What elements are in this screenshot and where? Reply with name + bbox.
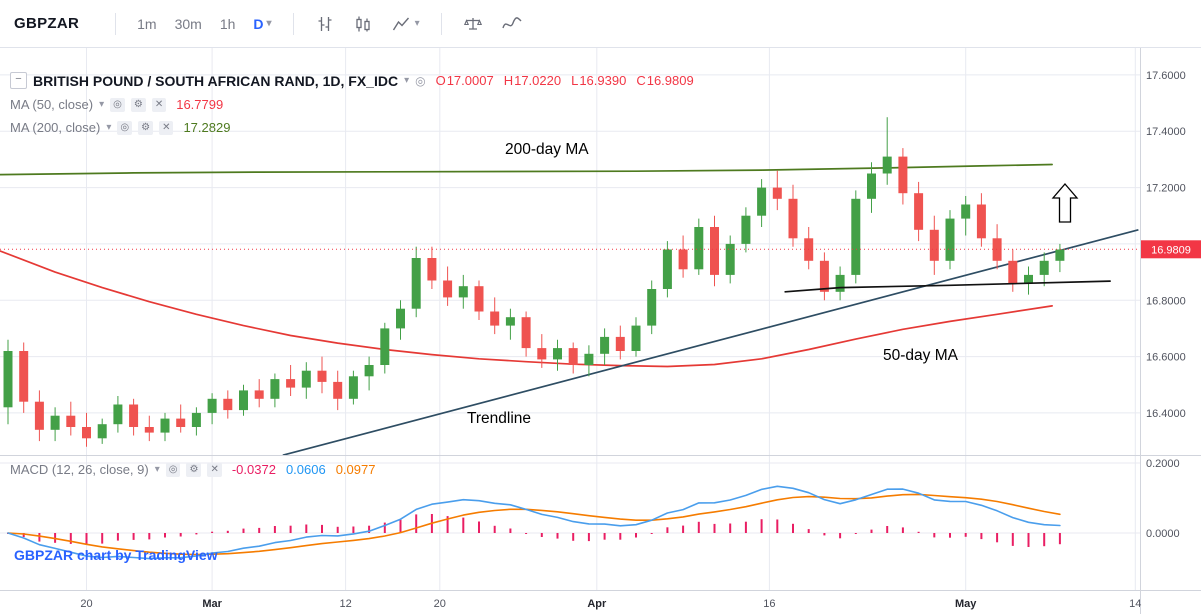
svg-text:12: 12	[339, 598, 351, 610]
remove-icon[interactable]: ✕	[151, 97, 167, 112]
interval-1h-label: 1h	[219, 15, 236, 32]
chevron-down-icon[interactable]: ▾	[106, 122, 112, 133]
trendline-annotation-label[interactable]: Trendline	[467, 410, 532, 427]
settings-icon[interactable]: ⚙	[130, 97, 146, 112]
line-tool-button[interactable]	[492, 11, 532, 37]
svg-text:17.2000: 17.2000	[1146, 183, 1186, 195]
open-label: O	[435, 73, 446, 88]
chart-title[interactable]: BRITISH POUND / SOUTH AFRICAN RAND, 1D, …	[33, 72, 399, 89]
ma200-legend-row: MA (200, close) ▾ ◎ ⚙ ✕ 17.2829	[10, 117, 704, 138]
price-chart-svg[interactable]: 16.4000 16.6000 16.8000 17.2000 17.4000 17.60…	[0, 47, 1201, 614]
collapse-pane-icon[interactable]: −	[10, 72, 27, 89]
curve-line-icon	[501, 16, 522, 28]
close-value: 16.9809	[646, 73, 694, 88]
up-arrow-annotation[interactable]	[1051, 183, 1079, 228]
svg-text:16.8000: 16.8000	[1146, 295, 1186, 307]
macd-legend: MACD (12, 26, close, 9) ▾ ◎ ⚙ ✕ -0.0372 …	[10, 459, 375, 482]
svg-text:20: 20	[80, 598, 92, 610]
interval-1d-label: D	[253, 15, 264, 32]
chevron-down-icon: ▾	[266, 18, 272, 29]
grid-layer	[0, 48, 1140, 590]
interval-1h-button[interactable]: 1h	[211, 12, 245, 36]
time-axis[interactable]: 20 Mar 12 20 Apr 16 May 14	[80, 598, 1141, 610]
ma200-label[interactable]: MA (200, close)	[10, 120, 101, 135]
chevron-down-icon[interactable]: ▾	[99, 99, 105, 110]
interval-1m-label: 1m	[137, 15, 157, 32]
toolbar-separator	[440, 12, 442, 35]
interval-1d-button[interactable]: D ▾	[244, 12, 280, 36]
high-value: 17.0220	[514, 73, 562, 88]
up-arrow-icon	[1051, 183, 1079, 223]
bars-style-button[interactable]	[306, 11, 344, 37]
interval-30m-label: 30m	[174, 15, 202, 32]
compare-button[interactable]	[454, 11, 492, 37]
svg-text:0.2000: 0.2000	[1146, 458, 1180, 470]
ma200-annotation-label[interactable]: 200-day MA	[505, 141, 589, 158]
chart-canvas[interactable]: 16.4000 16.6000 16.8000 17.2000 17.4000 17.60…	[0, 47, 1201, 614]
macd-pane	[7, 485, 1061, 560]
compare-scales-icon	[463, 17, 482, 30]
svg-text:17.6000: 17.6000	[1146, 70, 1186, 82]
svg-text:16.4000: 16.4000	[1146, 408, 1186, 420]
ma200-value: 17.2829	[183, 120, 231, 135]
ma50-label[interactable]: MA (50, close)	[10, 97, 94, 112]
toolbar-separator	[115, 12, 117, 35]
chart-legend: − BRITISH POUND / SOUTH AFRICAN RAND, 1D…	[10, 69, 704, 140]
svg-text:17.4000: 17.4000	[1146, 126, 1186, 138]
svg-text:Apr: Apr	[587, 598, 607, 610]
macd-label[interactable]: MACD (12, 26, close, 9)	[10, 462, 149, 477]
ma50-annotation-label[interactable]: 50-day MA	[883, 347, 958, 364]
svg-text:0.0000: 0.0000	[1146, 528, 1180, 540]
candles-layer	[3, 117, 1065, 447]
chevron-down-icon: ▾	[414, 18, 420, 29]
close-label: C	[636, 73, 646, 88]
toolbar-separator	[292, 12, 294, 35]
svg-text:14: 14	[1129, 598, 1141, 610]
price-pane	[0, 117, 1140, 457]
low-label: L	[571, 73, 579, 88]
tradingview-watermark-link[interactable]: GBPZAR chart by TradingView	[14, 547, 218, 563]
visibility-icon[interactable]: ◎	[117, 120, 133, 135]
remove-icon[interactable]: ✕	[159, 120, 174, 135]
visibility-icon[interactable]: ◎	[165, 462, 181, 477]
svg-text:May: May	[955, 598, 977, 610]
svg-text:16.9809: 16.9809	[1151, 244, 1191, 256]
visibility-icon[interactable]: ◎	[110, 97, 125, 112]
area-style-button[interactable]: ▾	[382, 11, 429, 37]
svg-text:20: 20	[434, 598, 446, 610]
remove-icon[interactable]: ✕	[207, 462, 222, 477]
current-price-badge: 16.9809	[1141, 240, 1201, 259]
price-axis[interactable]: 16.4000 16.6000 16.8000 17.2000 17.4000 17.60…	[1146, 70, 1186, 540]
macd-line-value: 0.0606	[285, 462, 326, 477]
settings-icon[interactable]: ⚙	[186, 462, 202, 477]
open-value: 17.0007	[446, 73, 494, 88]
ohlc-values: O 17.0007 H 17.0220 L 16.9390 C 16.9809	[436, 73, 704, 88]
interval-1m-button[interactable]: 1m	[128, 12, 165, 36]
top-toolbar: GBPZAR 1m 30m 1h D ▾ ▾	[0, 0, 1201, 48]
symbol-label: GBPZAR	[14, 15, 80, 32]
area-style-icon	[392, 17, 409, 30]
settings-icon[interactable]: ⚙	[138, 120, 154, 135]
chevron-down-icon[interactable]: ▾	[404, 75, 410, 86]
svg-text:Mar: Mar	[202, 598, 222, 610]
ma50-value: 16.7799	[176, 97, 224, 112]
candles-style-button[interactable]	[344, 11, 382, 37]
interval-30m-button[interactable]: 30m	[166, 12, 211, 36]
high-label: H	[503, 73, 514, 88]
chevron-down-icon[interactable]: ▾	[154, 464, 160, 475]
visibility-icon[interactable]: ◎	[415, 73, 426, 88]
macd-signal-value: 0.0977	[335, 462, 376, 477]
bars-style-icon	[318, 16, 332, 31]
candles-style-icon	[355, 16, 370, 31]
svg-text:16: 16	[763, 598, 775, 610]
macd-hist-value: -0.0372	[231, 462, 276, 477]
ma50-legend-row: MA (50, close) ▾ ◎ ⚙ ✕ 16.7799	[10, 94, 704, 115]
svg-text:16.6000: 16.6000	[1146, 352, 1186, 364]
low-value: 16.9390	[579, 73, 627, 88]
